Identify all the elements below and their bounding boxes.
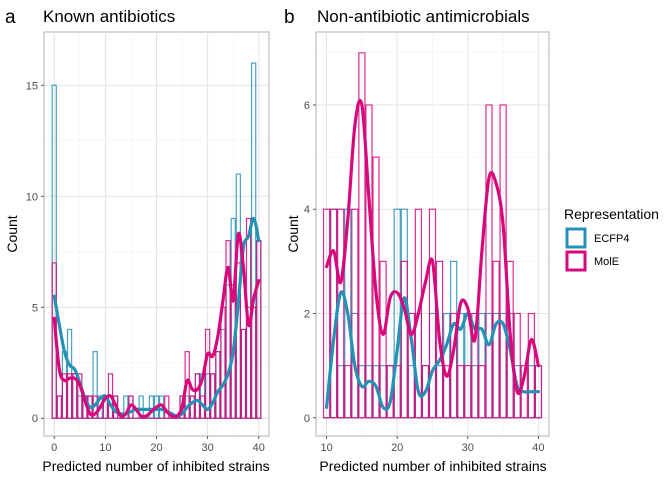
- panel-b-y-axis-title: Count: [285, 215, 301, 252]
- panel-a-tag: a: [5, 7, 16, 28]
- bar-mole-27: [442, 365, 451, 419]
- bar-mole-25: [428, 208, 437, 419]
- y-tick-label: 6: [304, 100, 310, 112]
- bar-mole-33: [485, 104, 493, 419]
- bar-mole-30: [204, 328, 211, 419]
- x-tick-label: 40: [253, 442, 265, 454]
- bar-mole-32: [215, 351, 221, 419]
- bar-mole-1: [56, 395, 62, 419]
- x-tick-label: 20: [150, 442, 162, 454]
- bar-mole-24: [421, 365, 430, 419]
- panel-b-density-lines: [324, 98, 541, 411]
- panel-b-x-ticks: 10 20 30 40: [320, 436, 545, 454]
- density-line-mole: [52, 231, 261, 419]
- y-tick-label: 0: [304, 413, 310, 425]
- bar-mole-29: [457, 365, 465, 419]
- density-line-ecfp4: [324, 290, 541, 411]
- bar-mole-21: [400, 260, 408, 419]
- legend-key-ecfp4: [565, 227, 587, 249]
- panel-b-y-ticks: 0 2 4 6: [304, 100, 316, 425]
- y-tick-label: 0: [32, 413, 38, 425]
- panel-a-y-ticks: 0 5 10 15: [26, 80, 44, 425]
- legend-title: Representation: [564, 206, 659, 222]
- x-tick-label: 30: [202, 442, 214, 454]
- legend-label-ecfp4: ECFP4: [594, 233, 629, 245]
- bar-mole-36: [235, 262, 241, 419]
- bar-mole-31: [471, 312, 479, 419]
- panel-b-mole-bars: [322, 52, 543, 419]
- density-line-ecfp4: [52, 216, 261, 418]
- bar-mole-4: [72, 373, 78, 419]
- y-tick-label: 10: [26, 191, 38, 203]
- bar-mole-15: [358, 52, 366, 419]
- bar-mole-14: [351, 208, 359, 419]
- bar-mole-39: [527, 312, 535, 419]
- x-tick-label: 0: [51, 442, 57, 454]
- bar-mole-23: [414, 208, 423, 419]
- x-tick-label: 20: [391, 442, 403, 454]
- bar-mole-25: [179, 395, 185, 419]
- bar-mole-28: [194, 373, 201, 419]
- y-tick-label: 15: [26, 80, 38, 92]
- x-tick-label: 10: [320, 442, 332, 454]
- bar-mole-13: [344, 365, 352, 419]
- panel-b-x-axis-title: Predicted number of inhibited strains: [319, 458, 546, 474]
- y-tick-label: 4: [304, 204, 310, 216]
- bar-mole-26: [435, 260, 444, 419]
- x-tick-label: 40: [532, 442, 544, 454]
- bar-mole-30: [464, 365, 472, 419]
- y-tick-label: 5: [32, 302, 38, 314]
- bar-mole-37: [240, 328, 247, 419]
- panel-a-density-lines: [52, 216, 261, 419]
- legend-label-mole: MolE: [594, 256, 619, 268]
- panel-b-tag: b: [284, 7, 295, 28]
- bar-mole-34: [492, 260, 500, 419]
- density-line-mole: [324, 98, 541, 396]
- bar-mole-3: [66, 373, 73, 419]
- bar-mole-32: [478, 365, 486, 419]
- y-tick-label: 2: [304, 308, 310, 320]
- x-tick-label: 30: [462, 442, 474, 454]
- legend-key-mole: [565, 250, 587, 272]
- bar-mole-27: [189, 395, 195, 419]
- panel-a-x-axis-title: Predicted number of inhibited strains: [42, 458, 269, 474]
- panel-b: b Non-antibiotic antimicrobials 10 20 30 40…: [284, 7, 550, 474]
- panel-a: a Known antibiotics 0 10 20 30 40 0 5 10 15 Pre…: [4, 7, 270, 474]
- bar-mole-18: [379, 260, 387, 419]
- bar-mole-2: [61, 373, 68, 419]
- panel-a-y-axis-title: Count: [4, 215, 20, 252]
- panel-a-title: Known antibiotics: [43, 7, 175, 26]
- panel-a-x-ticks: 0 10 20 30 40: [51, 436, 265, 454]
- x-tick-label: 10: [99, 442, 111, 454]
- panel-b-title: Non-antibiotic antimicrobials: [317, 7, 530, 26]
- bar-mole-20: [393, 365, 401, 419]
- bar-mole-17: [372, 156, 380, 419]
- legend: Representation ECFP4 MolE: [564, 206, 659, 272]
- bar-mole-34: [225, 240, 231, 419]
- bar-mole-10: [322, 208, 331, 419]
